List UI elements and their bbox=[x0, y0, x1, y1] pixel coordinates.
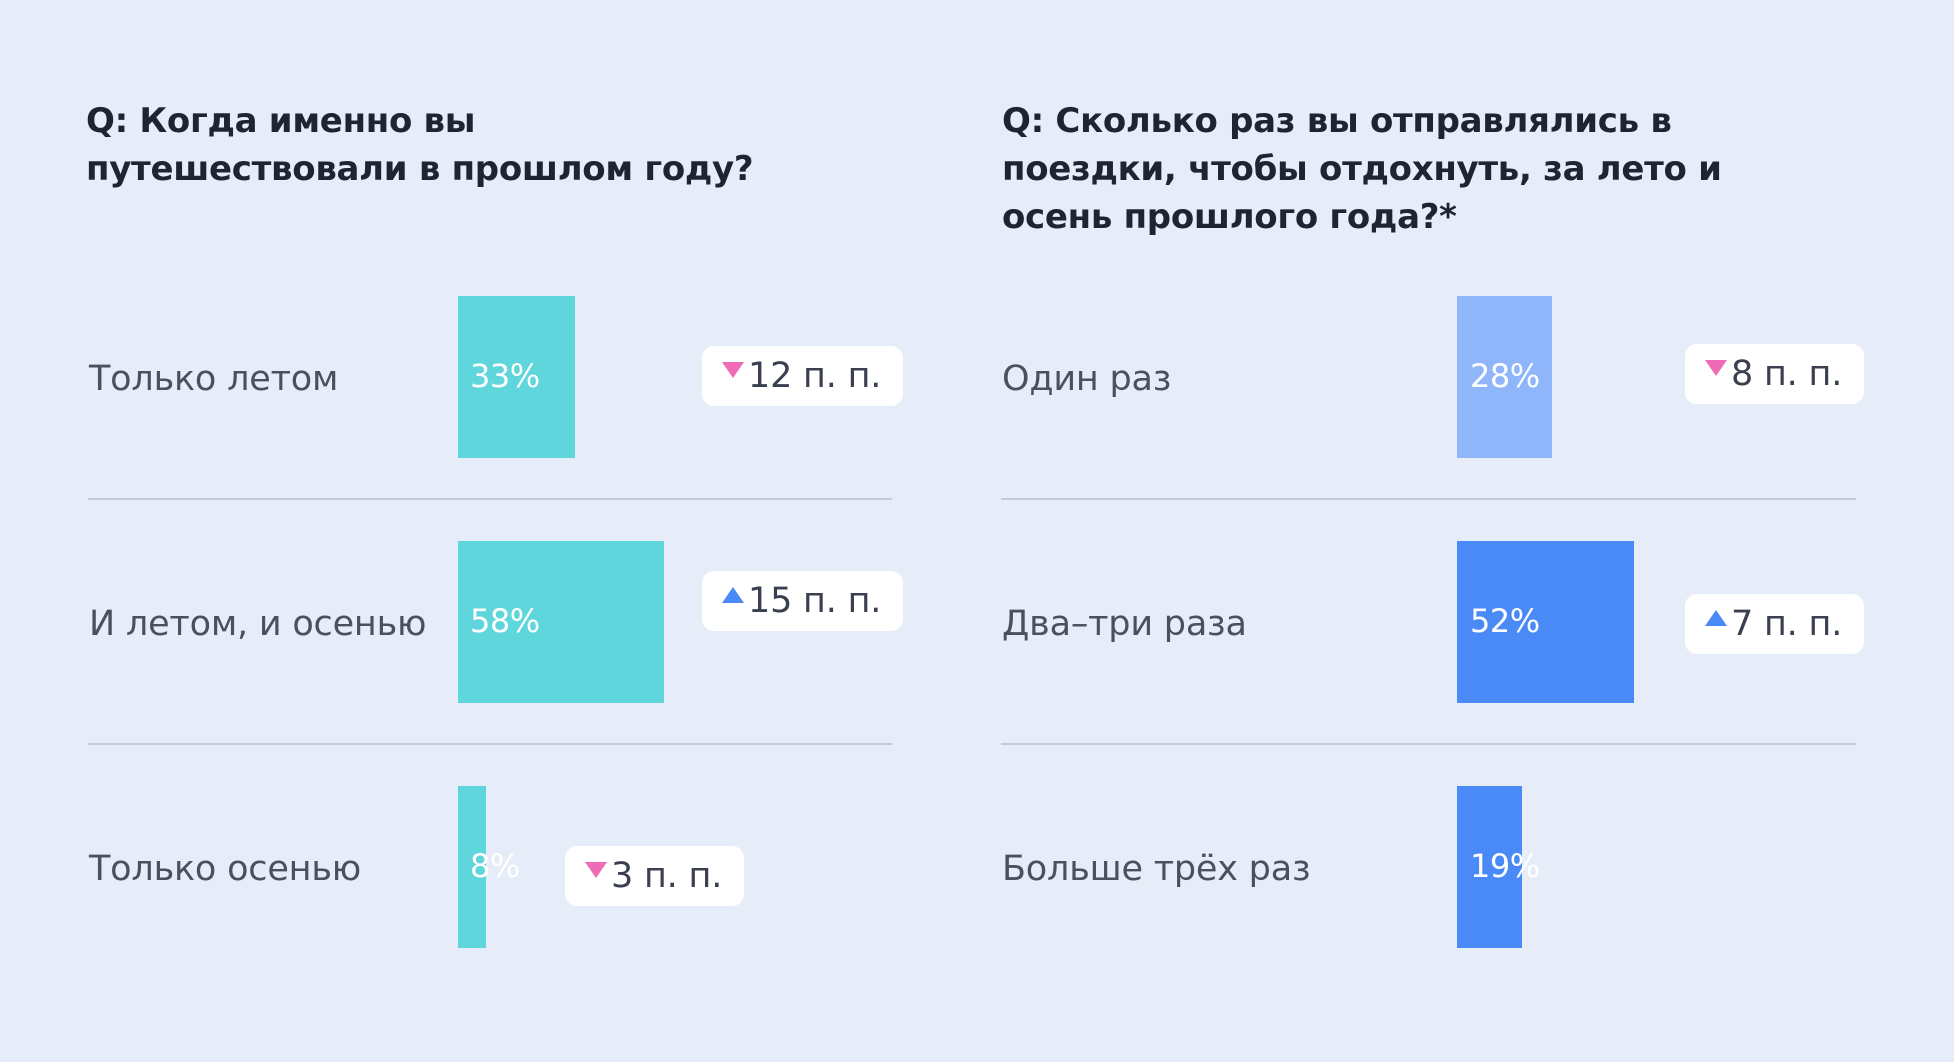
delta-badge: 3 п. п. bbox=[565, 846, 745, 906]
bar-value-label: 19% bbox=[1470, 847, 1540, 885]
chart-panel-trip-count: Q: Сколько раз вы отправлялись в поездки… bbox=[977, 0, 1954, 1062]
delta-value: 15 п. п. bbox=[748, 581, 882, 621]
bar bbox=[1457, 296, 1552, 458]
category-label: Только летом bbox=[89, 359, 339, 399]
row-divider bbox=[88, 498, 892, 500]
chart-title: Q: Когда именно вы путешествовали в прош… bbox=[86, 101, 754, 189]
chart-panel-when-traveled: Q: Когда именно вы путешествовали в прош… bbox=[86, 101, 904, 948]
category-label: И летом, и осенью bbox=[89, 604, 427, 644]
delta-value: 7 п. п. bbox=[1731, 604, 1843, 644]
delta-badge: 15 п. п. bbox=[702, 571, 904, 631]
bar-value-label: 52% bbox=[1470, 602, 1540, 640]
bar-value-label: 58% bbox=[470, 602, 540, 640]
chart-title: Q: Сколько раз вы отправлялись в поездки… bbox=[1002, 101, 1722, 237]
category-label: Только осенью bbox=[89, 849, 362, 889]
delta-value: 12 п. п. bbox=[748, 356, 882, 396]
bar bbox=[458, 296, 575, 458]
row-divider bbox=[88, 743, 892, 745]
bar-value-label: 28% bbox=[1470, 357, 1540, 395]
delta-value: 8 п. п. bbox=[1731, 354, 1843, 394]
bar bbox=[458, 541, 664, 703]
category-label: Два–три раза bbox=[1002, 604, 1247, 644]
bar-value-label: 8% bbox=[470, 847, 520, 885]
row-divider bbox=[1001, 498, 1856, 500]
bar bbox=[1457, 541, 1634, 703]
bar bbox=[458, 786, 486, 948]
delta-badge: 7 п. п. bbox=[1685, 594, 1865, 654]
delta-badge: 8 п. п. bbox=[1685, 344, 1865, 404]
delta-value: 3 п. п. bbox=[611, 856, 723, 896]
category-label: Один раз bbox=[1002, 359, 1172, 399]
arrow-down-icon bbox=[722, 362, 744, 378]
arrow-up-icon bbox=[722, 587, 744, 603]
bar-value-label: 33% bbox=[470, 357, 540, 395]
row-divider bbox=[1001, 743, 1856, 745]
arrow-down-icon bbox=[1705, 360, 1727, 376]
arrow-down-icon bbox=[585, 862, 607, 878]
category-label: Больше трёх раз bbox=[1002, 849, 1311, 889]
delta-badge: 12 п. п. bbox=[702, 346, 904, 406]
bar bbox=[1457, 786, 1522, 948]
arrow-up-icon bbox=[1705, 610, 1727, 626]
